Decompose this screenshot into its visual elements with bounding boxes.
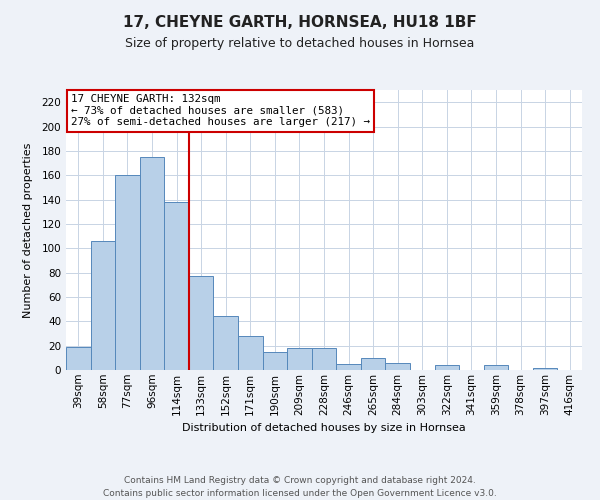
Bar: [533, 368, 557, 370]
Bar: [66, 347, 91, 370]
Text: 17 CHEYNE GARTH: 132sqm
← 73% of detached houses are smaller (583)
27% of semi-d: 17 CHEYNE GARTH: 132sqm ← 73% of detache…: [71, 94, 370, 128]
Bar: [361, 358, 385, 370]
Bar: [238, 336, 263, 370]
Text: 17, CHEYNE GARTH, HORNSEA, HU18 1BF: 17, CHEYNE GARTH, HORNSEA, HU18 1BF: [123, 15, 477, 30]
Text: Contains public sector information licensed under the Open Government Licence v3: Contains public sector information licen…: [103, 489, 497, 498]
Bar: [189, 276, 214, 370]
Bar: [164, 202, 189, 370]
X-axis label: Distribution of detached houses by size in Hornsea: Distribution of detached houses by size …: [182, 423, 466, 433]
Bar: [91, 241, 115, 370]
Bar: [140, 157, 164, 370]
Text: Contains HM Land Registry data © Crown copyright and database right 2024.: Contains HM Land Registry data © Crown c…: [124, 476, 476, 485]
Bar: [214, 316, 238, 370]
Bar: [336, 364, 361, 370]
Bar: [434, 365, 459, 370]
Y-axis label: Number of detached properties: Number of detached properties: [23, 142, 33, 318]
Bar: [115, 175, 140, 370]
Text: Size of property relative to detached houses in Hornsea: Size of property relative to detached ho…: [125, 38, 475, 51]
Bar: [263, 352, 287, 370]
Bar: [287, 348, 312, 370]
Bar: [312, 348, 336, 370]
Bar: [385, 362, 410, 370]
Bar: [484, 365, 508, 370]
